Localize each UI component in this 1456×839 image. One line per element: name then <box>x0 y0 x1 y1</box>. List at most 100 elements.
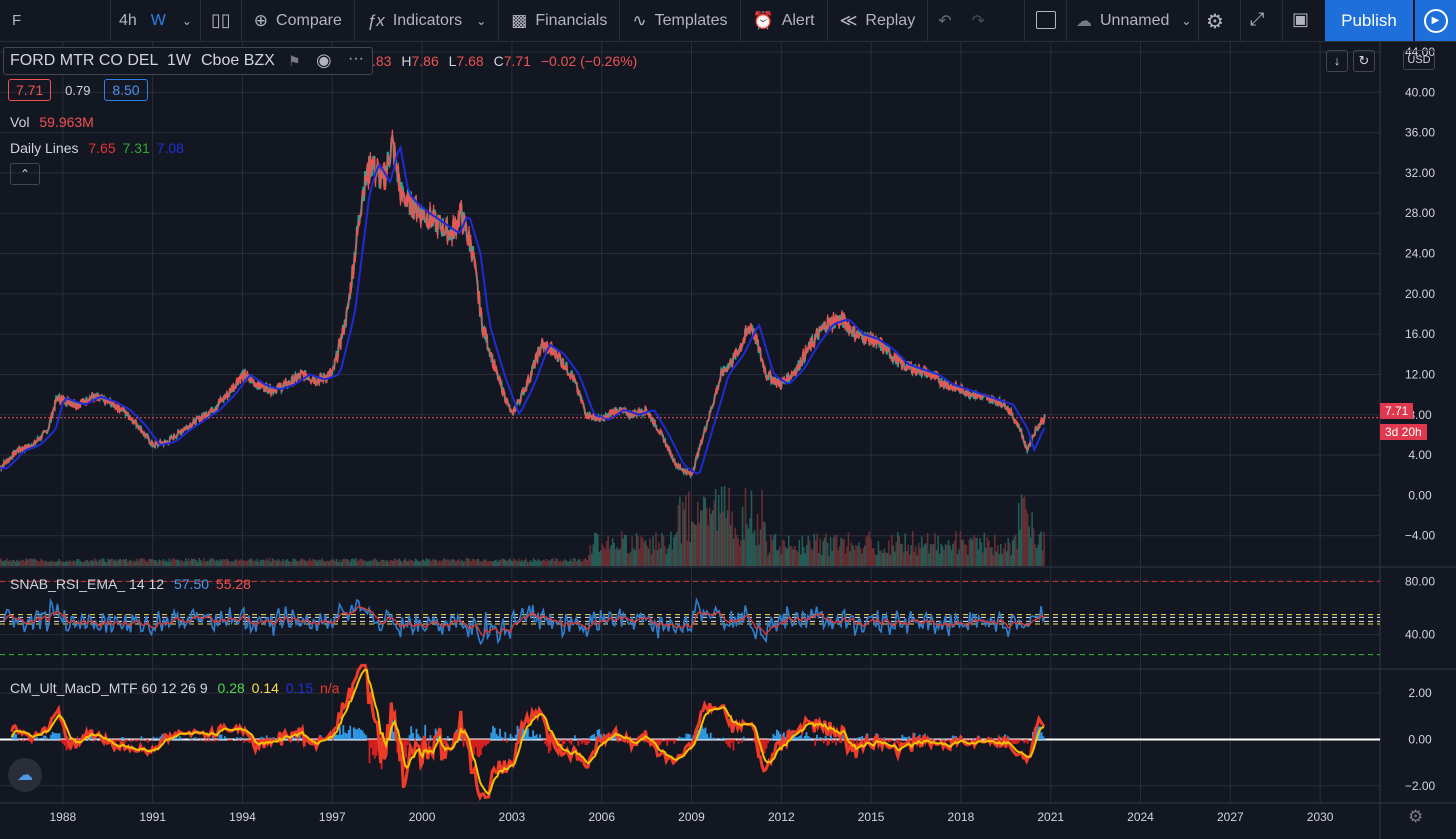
macd-hist-bar <box>859 737 862 740</box>
volume-bar <box>695 524 698 566</box>
camera-icon[interactable]: ▣ <box>1292 9 1310 29</box>
volume-bar <box>825 533 827 566</box>
interval-4h[interactable]: 4h <box>111 0 143 41</box>
redo-button[interactable]: ↷ <box>962 0 995 41</box>
volume-bar <box>614 549 617 566</box>
volume-bar <box>116 561 118 566</box>
volume-bar <box>868 531 871 566</box>
fullscreen-icon[interactable]: ⤢ <box>1250 9 1265 29</box>
alert-button[interactable]: ⏰ Alert <box>741 0 827 41</box>
compare-button[interactable]: ⊕ Compare <box>242 0 354 41</box>
volume-bar <box>835 534 838 566</box>
gear-icon[interactable]: ⚙ <box>1408 807 1424 826</box>
volume-bar <box>1022 498 1024 566</box>
volume-bar <box>379 561 381 566</box>
publish-button[interactable]: Publish <box>1325 0 1413 41</box>
volume-bar <box>765 541 768 566</box>
macd-hist-bar <box>742 736 745 740</box>
volume-bar <box>65 560 68 566</box>
bid-chip[interactable]: 7.71 <box>8 79 52 101</box>
volume-bar <box>1032 528 1035 566</box>
volume-bar <box>635 533 638 566</box>
macd-hist-bar <box>596 729 599 740</box>
macd-hist-bar <box>405 739 407 758</box>
macd-hist-bar <box>42 735 45 740</box>
volume-bar <box>134 561 136 566</box>
layout-name-button[interactable]: ☁ Unnamed ⌄ <box>1076 0 1191 41</box>
templates-button[interactable]: ∿ Templates <box>620 0 739 41</box>
chart-type-button[interactable]: ▯▯ <box>201 0 241 41</box>
volume-bar <box>283 561 286 566</box>
volume-bar <box>44 560 47 566</box>
financials-button[interactable]: ▩ Financials <box>499 0 619 41</box>
interval-w[interactable]: W <box>143 0 174 41</box>
more-icon[interactable]: ··· <box>348 50 364 67</box>
scroll-to-latest-button[interactable]: ↓ <box>1326 50 1348 72</box>
volume-bar <box>820 554 823 566</box>
symbol-legend[interactable]: FORD MTR CO DEL 1W Cboe BZX ⚑ ◉ ··· <box>3 47 373 75</box>
volume-bar <box>517 558 520 566</box>
macd-hist-bar <box>424 724 427 740</box>
macd-hist-bar <box>335 734 338 740</box>
price-series-line-red <box>0 129 1046 478</box>
volume-bar <box>882 553 884 566</box>
macd-hist-bar <box>763 739 766 754</box>
macd-hist-bar <box>495 733 498 740</box>
volume-bar <box>871 548 874 566</box>
volume-bar <box>576 561 578 566</box>
volume-bar <box>540 561 542 566</box>
macd-hist-bar <box>173 737 176 740</box>
macd-hist-bar <box>575 738 578 740</box>
volume-bar <box>974 537 977 566</box>
macd-hist-bar <box>769 738 771 740</box>
chevron-down-icon: ⌄ <box>1181 13 1192 28</box>
macd-hist-bar <box>441 739 444 756</box>
volume-bar <box>543 559 545 566</box>
volume-bar <box>546 559 548 566</box>
fullscreen-layout-icon[interactable] <box>1036 11 1056 29</box>
volume-bar <box>897 532 899 566</box>
indicators-button[interactable]: ƒx Indicators ⌄ <box>355 0 498 41</box>
volume-bar <box>750 490 753 566</box>
volume-bar <box>219 559 221 566</box>
volume-bar <box>926 532 929 566</box>
undo-button[interactable]: ↶ <box>928 0 961 41</box>
volume-bar <box>426 559 429 566</box>
volume-bar <box>170 561 172 566</box>
volume-bar <box>435 559 438 566</box>
volume-bar <box>795 550 798 566</box>
macd-hist-bar <box>767 739 770 744</box>
macd-hist-bar <box>687 733 689 740</box>
eye-icon[interactable]: ◉ <box>316 50 332 70</box>
replay-button[interactable]: ≪ Replay <box>828 0 928 41</box>
auto-scale-button[interactable]: ↻ <box>1353 50 1375 72</box>
rsi-y-tick-label: 80.00 <box>1405 574 1435 588</box>
volume-bar <box>656 550 659 566</box>
volume-bar <box>944 544 947 566</box>
gear-icon[interactable]: ⚙ <box>1206 11 1224 33</box>
volume-bar <box>64 562 66 566</box>
macd-hist-bar <box>13 732 16 740</box>
symbol-search[interactable]: F <box>0 0 110 41</box>
interval-4h-label: 4h <box>119 11 137 29</box>
tradingview-logo-icon[interactable]: ☁ <box>8 758 42 792</box>
play-button[interactable]: ▶ <box>1415 0 1456 41</box>
volume-bar <box>425 558 427 566</box>
volume-bar <box>703 496 705 566</box>
volume-bar <box>159 560 162 566</box>
ask-chip[interactable]: 8.50 <box>104 79 148 101</box>
macd-hist-bar <box>1014 739 1017 744</box>
volume-bar <box>698 522 701 566</box>
volume-bar <box>183 561 186 566</box>
volume-bar <box>422 559 424 566</box>
collapse-legend-button[interactable]: ⌃ <box>10 163 40 185</box>
flag-icon[interactable]: ⚑ <box>288 53 301 69</box>
volume-bar <box>131 561 133 566</box>
currency-button[interactable]: USD <box>1403 50 1435 70</box>
volume-bar <box>952 543 954 566</box>
interval-dropdown[interactable]: ⌄ <box>174 0 200 41</box>
refresh-icon: ↻ <box>1358 53 1370 68</box>
volume-bar <box>126 561 129 566</box>
volume-value: 59.963M <box>39 114 94 130</box>
